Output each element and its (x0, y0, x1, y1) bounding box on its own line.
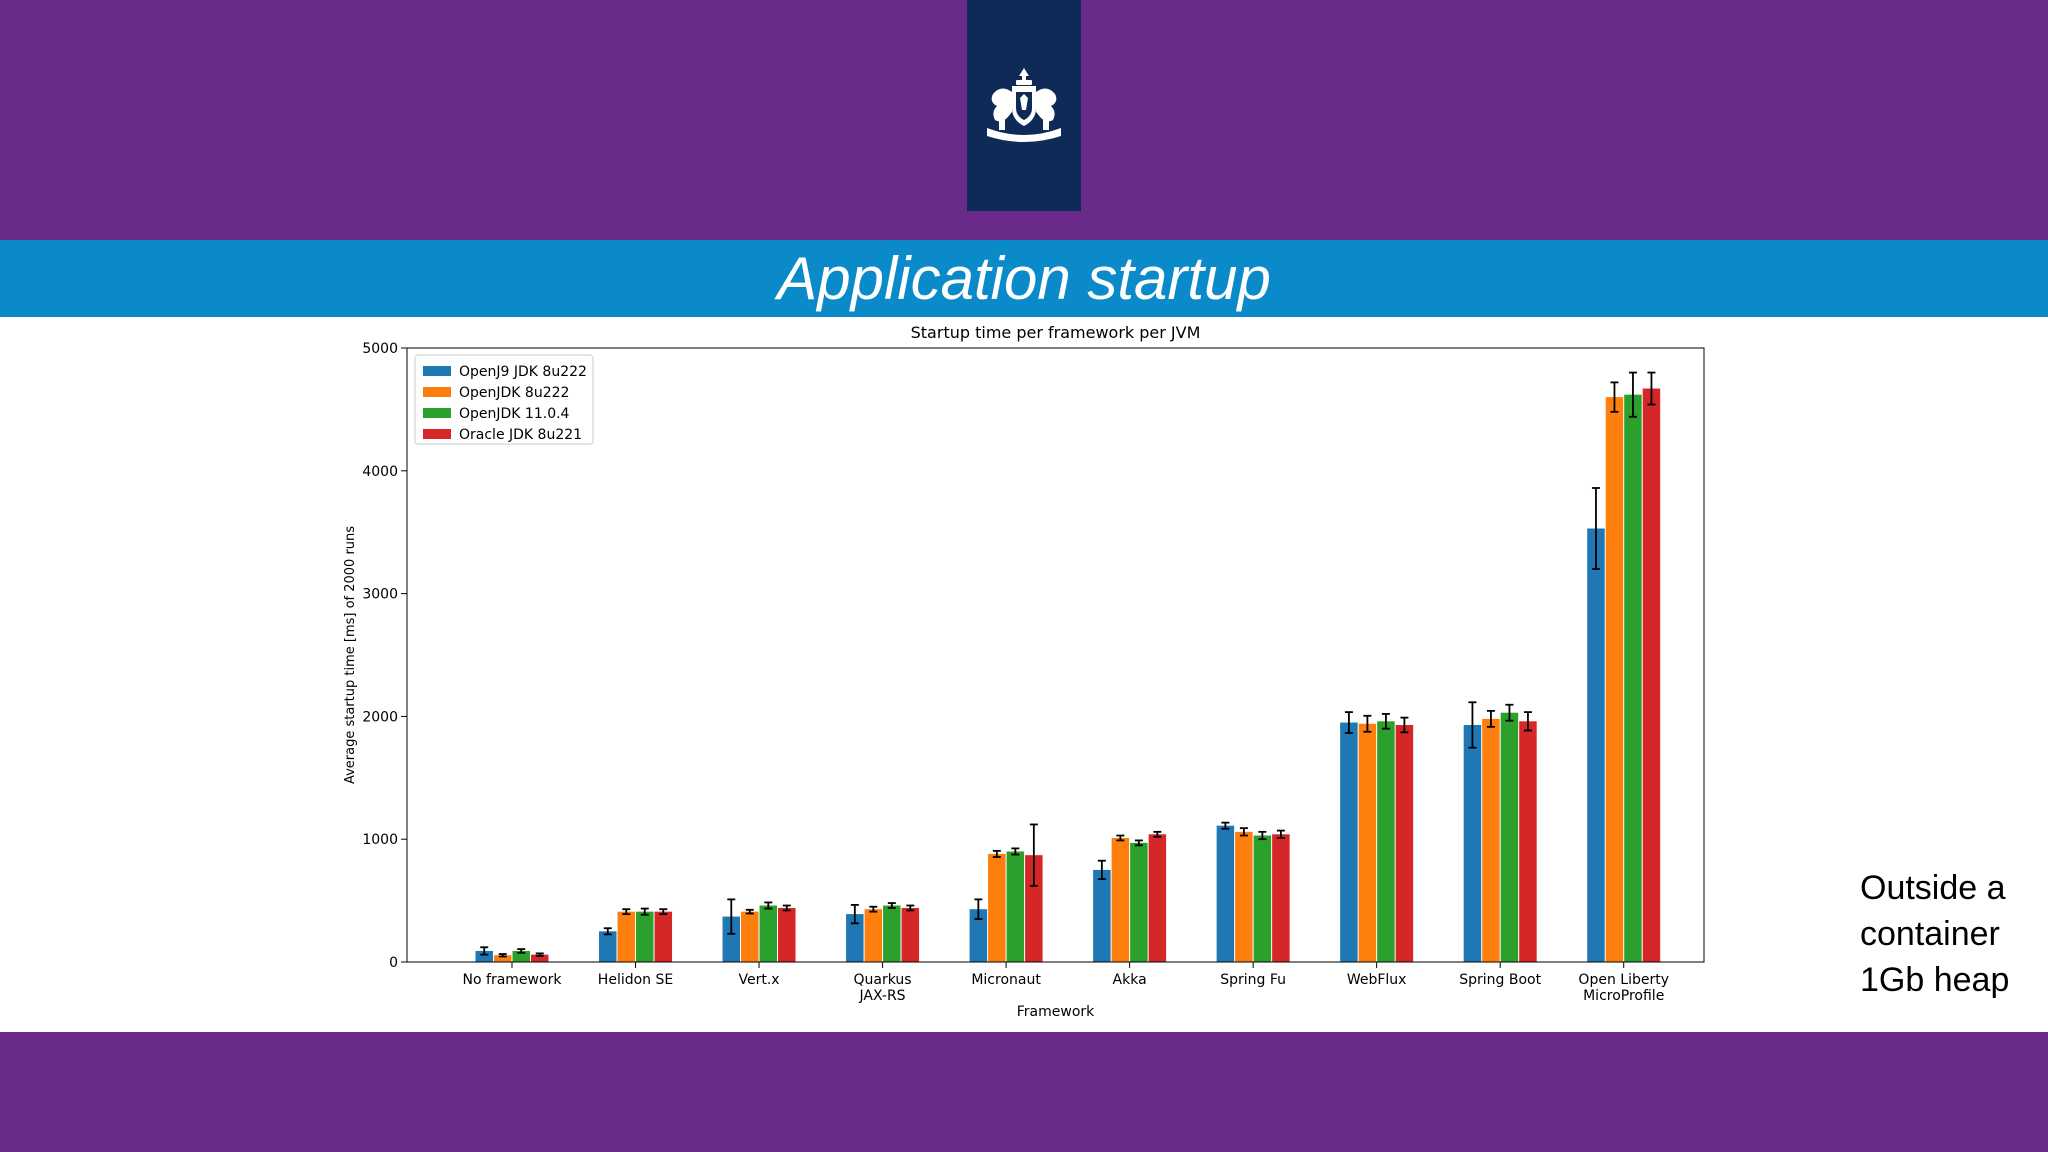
x-tick-label: WebFlux (1347, 972, 1407, 988)
legend-swatch (423, 429, 451, 439)
bar (617, 911, 636, 962)
bar (741, 911, 759, 962)
bar (883, 905, 901, 962)
bar (1216, 825, 1235, 962)
bar (1130, 842, 1148, 962)
legend-label: OpenJDK 11.0.4 (459, 406, 570, 422)
x-tick-label: Vert.x (738, 972, 779, 988)
x-axis-label: Framework (1017, 1004, 1095, 1020)
footer-band (0, 1032, 2048, 1152)
legend-label: OpenJDK 8u222 (459, 385, 569, 401)
x-tick-label: Quarkus (854, 972, 912, 988)
side-note-line: container (1860, 915, 2000, 953)
bar (1235, 831, 1253, 962)
bar (512, 950, 530, 962)
legend-label: Oracle JDK 8u221 (459, 427, 582, 443)
logo-block (967, 0, 1081, 211)
x-tick-label: Spring Fu (1220, 972, 1286, 988)
bar (988, 853, 1006, 962)
bar (599, 931, 617, 962)
bar (1111, 837, 1130, 962)
bar (530, 954, 549, 962)
x-tick-label: Helidon SE (598, 972, 673, 988)
bar (969, 909, 988, 962)
bar (1500, 712, 1519, 962)
plot-frame (406, 347, 1705, 963)
x-tick-label: MicroProfile (1583, 988, 1664, 1004)
bar (1395, 724, 1414, 962)
y-tick-label: 3000 (362, 587, 398, 603)
legend-swatch (423, 408, 451, 418)
x-tick-label: No framework (463, 972, 563, 988)
bar (1006, 851, 1025, 962)
bar (654, 911, 673, 962)
x-tick-label: Spring Boot (1459, 972, 1541, 988)
bar (1148, 834, 1167, 962)
chart-area: Startup time per framework per JVM 0 1000 2… (334, 317, 1714, 1032)
bar (1642, 388, 1661, 962)
bar (1482, 718, 1500, 962)
bar (1272, 834, 1290, 962)
side-note-line: Outside a (1860, 869, 2006, 907)
legend-box (414, 354, 594, 445)
slide-title: Application startup (777, 245, 1271, 312)
y-tick-label: 2000 (362, 709, 398, 725)
bar (1340, 722, 1358, 962)
bar (1463, 724, 1482, 962)
bar (1624, 394, 1642, 962)
y-tick-label: 1000 (362, 832, 398, 848)
y-tick-label: 5000 (362, 341, 398, 357)
bar (901, 907, 920, 962)
y-axis-label: Average startup time [ms] of 2000 runs (343, 526, 358, 784)
startup-bar-chart: Startup time per framework per JVM 0 1000 2… (343, 323, 1705, 1020)
legend-swatch (423, 366, 451, 376)
x-tick-label: Open Liberty (1578, 972, 1669, 988)
bar (1377, 721, 1395, 962)
bar (864, 909, 883, 962)
bar (1519, 721, 1537, 962)
royal-coat-of-arms-icon (987, 67, 1061, 142)
legend-label: OpenJ9 JDK 8u222 (459, 364, 587, 380)
bar (1093, 869, 1111, 962)
x-tick-label: JAX-RS (859, 988, 906, 1004)
bar (1025, 855, 1043, 962)
bar (1358, 723, 1377, 962)
x-tick-label: Micronaut (971, 972, 1041, 988)
bar (846, 914, 864, 962)
bar (475, 950, 493, 962)
bar (1253, 835, 1272, 962)
x-tick-label: Akka (1113, 972, 1147, 988)
chart-title: Startup time per framework per JVM (911, 323, 1201, 342)
title-band (0, 240, 2048, 317)
y-tick-label: 4000 (362, 464, 398, 480)
side-note-line: 1Gb heap (1860, 961, 2010, 999)
bar (1605, 397, 1624, 962)
bar (778, 907, 796, 962)
bar (759, 905, 778, 962)
bar (1587, 528, 1605, 962)
legend-swatch (423, 387, 451, 397)
y-tick-label: 0 (389, 955, 398, 971)
bar (493, 955, 512, 962)
side-note: Outside a container 1Gb heap (1860, 865, 2040, 1003)
bar (636, 911, 654, 962)
bar (722, 916, 741, 962)
